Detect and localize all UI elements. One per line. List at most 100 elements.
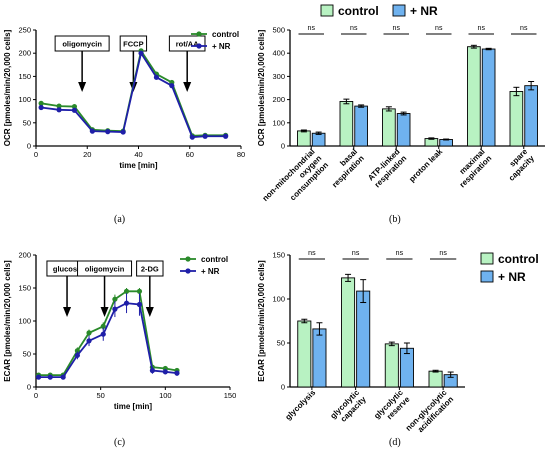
data-point-control	[56, 103, 62, 109]
y-tick-label: 150	[272, 251, 285, 260]
bar-nr	[439, 139, 453, 147]
injection-arrow-head	[100, 307, 109, 317]
panel-label-a: (a)	[114, 214, 126, 225]
category-label: glycolyticcapacity	[329, 388, 369, 428]
bar-control	[341, 277, 356, 388]
category-label-line: proton leak	[407, 147, 444, 184]
x-tick-label: 0	[34, 391, 38, 400]
x-tick-label: 80	[237, 150, 245, 159]
data-point-nr	[223, 133, 229, 139]
data-point-nr	[47, 374, 53, 380]
series-line-control	[38, 290, 178, 377]
data-point-control	[71, 103, 78, 110]
category-label: maximalrespiration	[451, 147, 493, 189]
y-tick-label: 50	[23, 350, 31, 359]
data-point-control	[136, 288, 143, 294]
data-point-nr	[38, 104, 44, 111]
bar-control	[382, 108, 396, 147]
bar-control	[509, 91, 524, 147]
legend-label: + NR	[212, 42, 231, 51]
bar-nr	[399, 347, 414, 388]
data-point-nr	[169, 83, 175, 89]
significance-label: ns	[393, 25, 401, 32]
significance-label: ns	[352, 250, 360, 257]
injection-label: FCCP	[123, 40, 143, 49]
data-point-nr	[56, 107, 62, 113]
bar-control	[384, 343, 399, 388]
data-point-control	[86, 330, 92, 336]
data-point-control	[38, 100, 44, 106]
bar-control	[339, 101, 354, 147]
significance-label: ns	[439, 250, 447, 257]
significance-label: ns	[308, 25, 316, 32]
legend-swatch	[320, 4, 334, 17]
category-label: basalrespiration	[324, 147, 366, 189]
injection-arrow-head	[63, 307, 72, 317]
legend-label: control	[498, 252, 539, 266]
data-point-nr	[86, 338, 92, 344]
panel-label-d: (d)	[389, 437, 401, 448]
data-point-nr	[35, 374, 42, 380]
y-tick-label: 300	[272, 72, 285, 81]
category-label: non-glycolyticacidification	[404, 388, 456, 440]
significance-label: ns	[478, 25, 486, 32]
injection-label: glucose	[53, 265, 81, 274]
legend-label: + NR	[410, 4, 438, 18]
category-label: ATP-linkedrespiration	[366, 147, 408, 189]
data-point-nr	[189, 134, 195, 140]
category-label: non-mitochondrialoxygenconsumption	[261, 147, 331, 217]
data-point-nr	[123, 300, 130, 306]
injection-label: oligomycin	[85, 265, 125, 274]
data-point-control	[123, 288, 130, 294]
data-point-nr	[105, 129, 111, 135]
y-tick-label: 500	[272, 26, 285, 35]
y-tick-label: 100	[18, 317, 31, 326]
y-tick-label: 400	[272, 49, 285, 58]
significance-label: ns	[350, 25, 358, 32]
bar-nr	[356, 290, 371, 388]
legend-marker	[185, 268, 191, 274]
legend-marker	[185, 256, 191, 262]
significance-label: ns	[396, 250, 404, 257]
injection-arrow-head	[145, 307, 154, 317]
y-tick-label: 100	[18, 95, 31, 104]
legend-label: + NR	[201, 267, 220, 276]
y-axis-label: OCR [pmoles/min/20,000 cells]	[3, 29, 12, 146]
legend-swatch	[480, 252, 494, 265]
injection-arrow-head	[183, 82, 192, 92]
data-point-nr	[149, 367, 155, 374]
y-tick-label: 200	[18, 251, 31, 260]
significance-label: ns	[308, 250, 316, 257]
y-axis-label: ECAR [pmoles/min/20,000 cells]	[257, 260, 266, 382]
injection-label: rot/AA	[176, 40, 199, 49]
y-tick-label: 250	[18, 26, 31, 35]
legend-label: control	[212, 30, 239, 39]
y-tick-label: 0	[27, 383, 31, 392]
y-tick-label: 50	[277, 339, 285, 348]
data-point-nr	[60, 374, 66, 380]
legend-swatch	[480, 270, 494, 283]
data-point-nr	[112, 306, 118, 312]
bar-control	[297, 130, 311, 147]
data-point-nr	[100, 331, 106, 337]
x-tick-label: 60	[186, 150, 194, 159]
legend-label: + NR	[498, 270, 526, 284]
legend-swatch	[392, 4, 406, 17]
injection-label: 2-DG	[141, 265, 159, 274]
x-tick-label: 100	[159, 391, 172, 400]
data-point-control	[74, 348, 80, 354]
y-tick-label: 100	[272, 295, 285, 304]
y-tick-label: 100	[272, 118, 285, 127]
x-tick-label: 50	[96, 391, 104, 400]
bar-nr	[311, 132, 326, 147]
bar-control	[467, 46, 481, 147]
category-label-line: glycolysis	[284, 388, 318, 422]
data-point-nr	[138, 50, 144, 56]
category-label: sparecapacity	[500, 147, 536, 183]
bar-nr	[524, 85, 538, 147]
significance-label: ns	[435, 25, 443, 32]
bar-nr	[481, 48, 496, 147]
legend-marker	[196, 31, 202, 37]
category-label: proton leak	[407, 147, 444, 184]
